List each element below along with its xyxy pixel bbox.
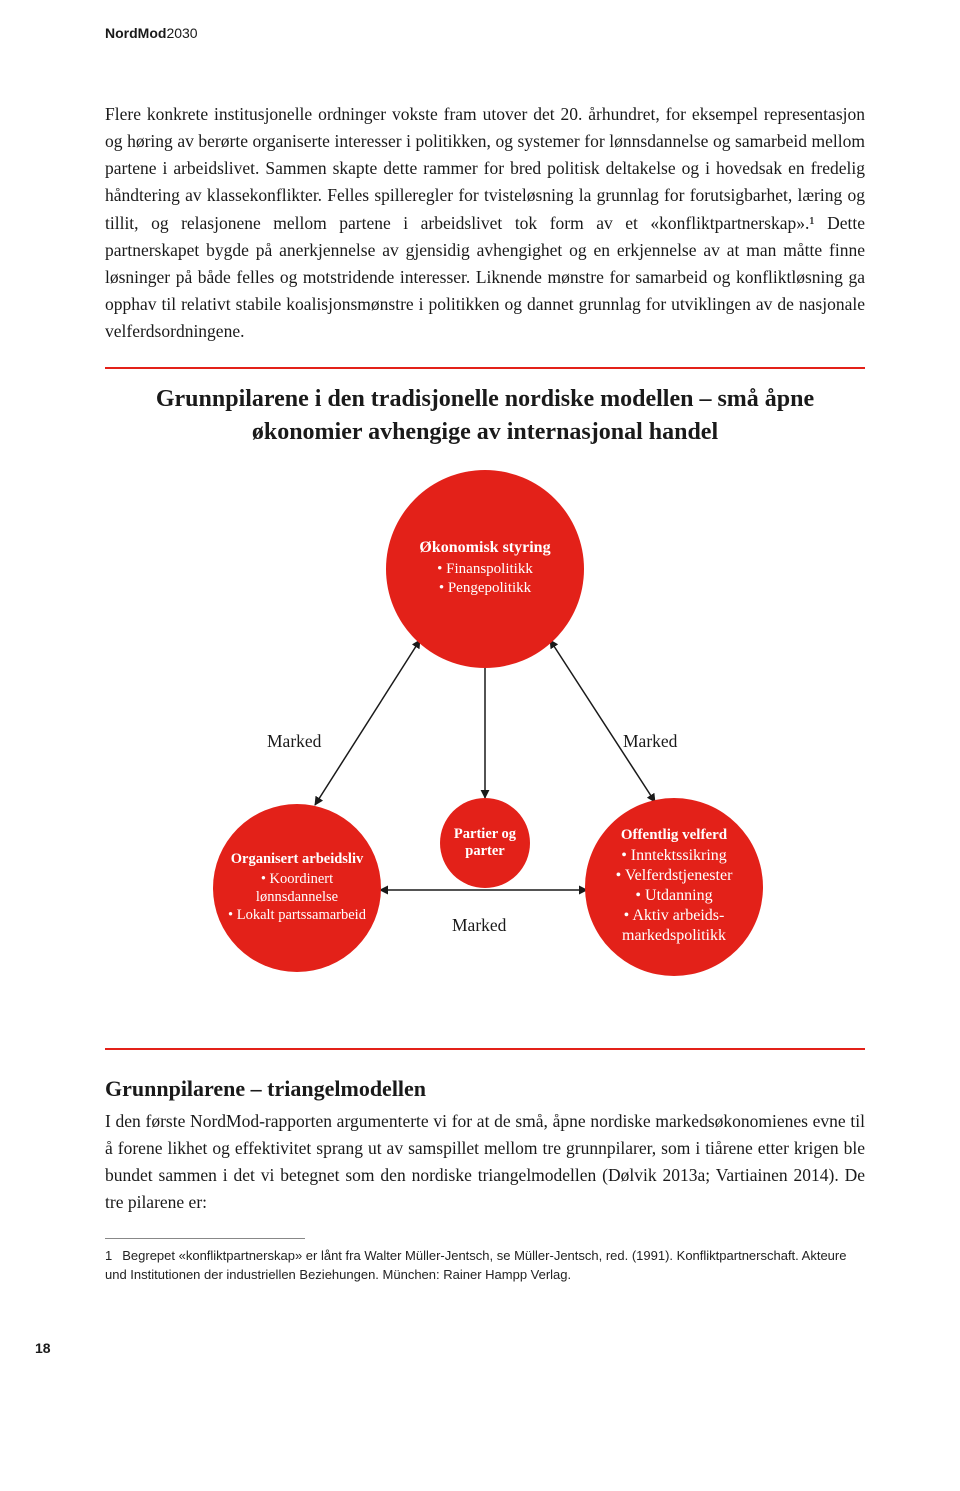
node-organised-worklife: Organisert arbeidsliv • Koordinert lønns… bbox=[213, 804, 381, 972]
node-right-item-2: • Velferdstjenester bbox=[616, 866, 733, 886]
footnote: 1Begrepet «konfliktpartnerskap» er lånt … bbox=[105, 1247, 865, 1285]
node-top-item-2: • Pengepolitikk bbox=[439, 579, 531, 599]
node-right-item-4: • Aktiv arbeids­markedspolitikk bbox=[591, 906, 757, 946]
node-parties: Partier og parter bbox=[440, 798, 530, 888]
node-mid-title: Partier og parter bbox=[440, 826, 530, 861]
label-market-left: Marked bbox=[267, 731, 321, 752]
brand-bold: NordMod bbox=[105, 25, 166, 41]
node-right-title: Offentlig velferd bbox=[621, 827, 727, 844]
footnote-rule bbox=[105, 1238, 305, 1239]
node-top-title: Økonomisk styring bbox=[419, 539, 550, 557]
node-left-title: Organisert arbeidsliv bbox=[231, 851, 364, 868]
footnote-text: Begrepet «konfliktpartnerskap» er lånt f… bbox=[105, 1248, 846, 1282]
header-brand: NordMod2030 bbox=[105, 25, 865, 41]
brand-thin: 2030 bbox=[166, 25, 197, 41]
node-right-item-1: • Inntektssikring bbox=[621, 846, 727, 866]
diagram-title: Grunnpilarene i den tradisjonelle nordis… bbox=[145, 383, 825, 448]
label-market-bottom: Marked bbox=[452, 915, 506, 936]
divider-top bbox=[105, 367, 865, 369]
node-public-welfare: Offentlig velferd • Inntektssikring • Ve… bbox=[585, 798, 763, 976]
triangle-diagram: Økonomisk styring • Finanspolitikk • Pen… bbox=[195, 470, 775, 1030]
node-economic-governance: Økonomisk styring • Finanspolitikk • Pen… bbox=[386, 470, 584, 668]
node-left-item-1: • Koordinert lønnsdannelse bbox=[221, 870, 373, 906]
section-paragraph: I den første NordMod-rapporten argumente… bbox=[105, 1108, 865, 1217]
node-left-item-2: • Lokalt parts­samarbeid bbox=[228, 906, 366, 924]
page-number: 18 bbox=[35, 1340, 865, 1356]
footnote-number: 1 bbox=[105, 1248, 112, 1263]
section-heading: Grunnpilarene – triangelmodellen bbox=[105, 1076, 865, 1102]
node-right-item-3: • Utdanning bbox=[635, 886, 712, 906]
intro-paragraph: Flere konkrete institusjonelle ordninger… bbox=[105, 101, 865, 345]
node-top-item-1: • Finanspolitikk bbox=[437, 560, 533, 580]
label-market-right: Marked bbox=[623, 731, 677, 752]
divider-bottom bbox=[105, 1048, 865, 1050]
